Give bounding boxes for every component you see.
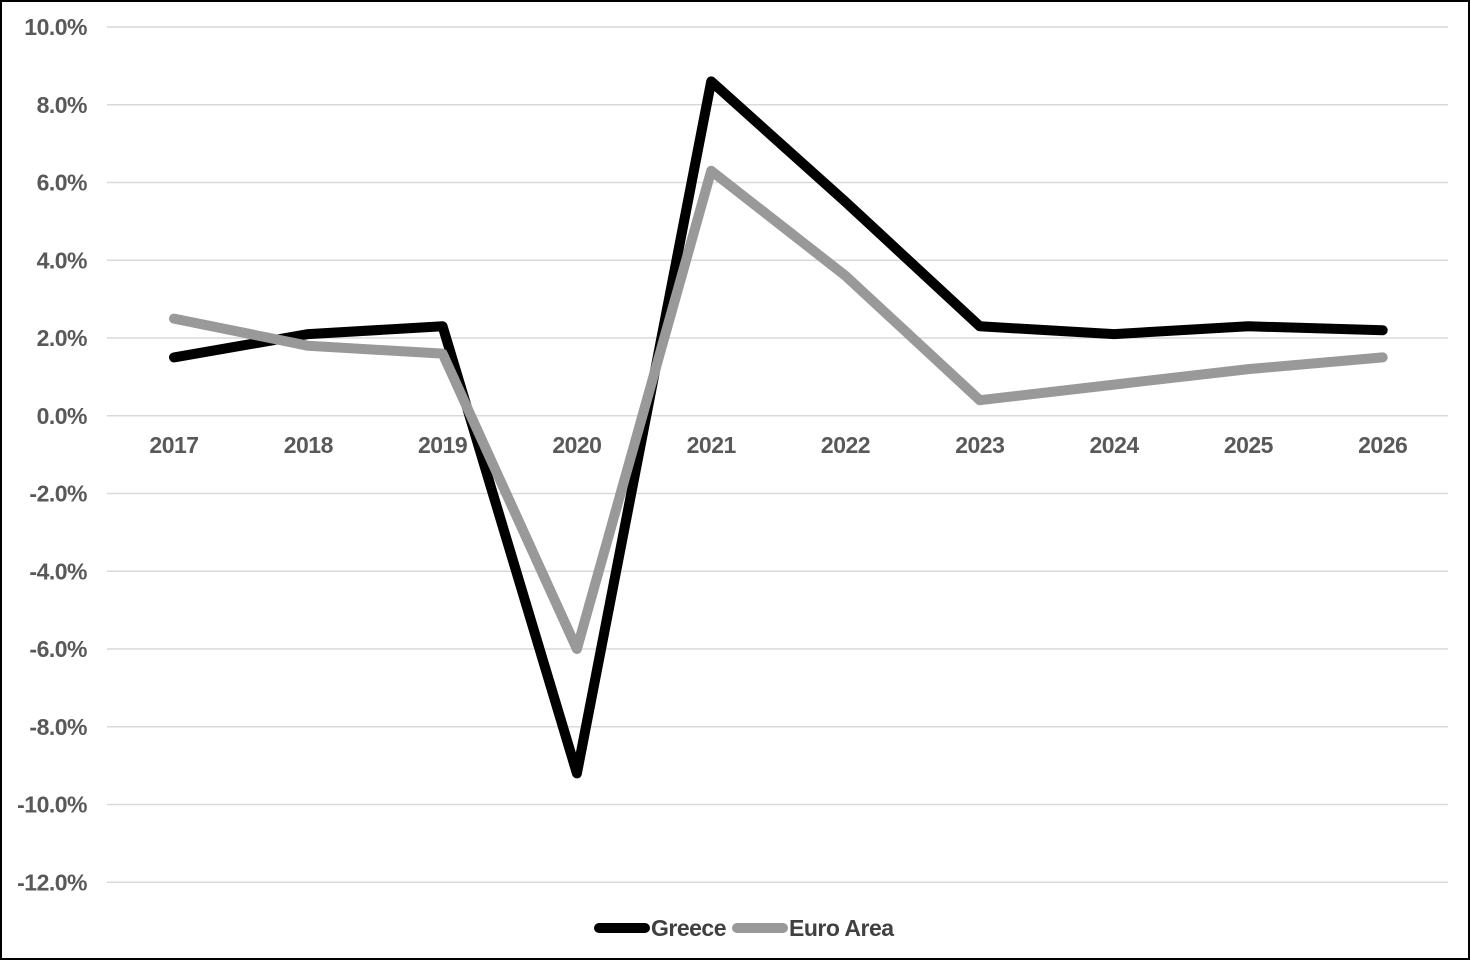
series-lines xyxy=(169,76,1388,779)
x-tick-label: 2022 xyxy=(821,432,870,458)
y-tick-label: -6.0% xyxy=(29,636,87,662)
euro-area-line xyxy=(169,165,1388,654)
x-tick-label: 2026 xyxy=(1358,432,1407,458)
x-axis-tick-labels: 2017 2018 2019 2020 2021 2022 2023 2024 2025 2026 xyxy=(149,432,1407,458)
legend-label: Euro Area xyxy=(789,915,894,941)
x-tick-label: 2025 xyxy=(1224,432,1274,458)
y-tick-label: 4.0% xyxy=(37,247,87,273)
y-tick-label: -4.0% xyxy=(29,558,87,584)
legend-label: Greece xyxy=(651,915,726,941)
x-tick-label: 2023 xyxy=(955,432,1004,458)
greece-line xyxy=(169,76,1388,779)
y-tick-label: 2.0% xyxy=(37,325,87,351)
x-tick-label: 2017 xyxy=(149,432,198,458)
y-tick-label: -8.0% xyxy=(29,714,87,740)
x-tick-label: 2019 xyxy=(418,432,467,458)
y-axis-tick-labels: 10.0% 8.0% 6.0% 4.0% 2.0% 0.0% -2.0% -4.0% -6.0%… xyxy=(17,14,87,895)
legend: Greece Euro Area xyxy=(594,915,895,941)
y-tick-label: 6.0% xyxy=(37,170,87,196)
x-tick-label: 2024 xyxy=(1090,432,1140,458)
y-tick-label: 0.0% xyxy=(37,403,87,429)
x-tick-label: 2020 xyxy=(552,432,601,458)
x-tick-label: 2018 xyxy=(284,432,334,458)
y-tick-label: 10.0% xyxy=(24,14,87,40)
x-tick-label: 2021 xyxy=(687,432,737,458)
y-tick-label: 8.0% xyxy=(37,92,87,118)
y-tick-label: -10.0% xyxy=(17,792,87,818)
y-tick-label: -12.0% xyxy=(17,869,87,895)
y-tick-label: -2.0% xyxy=(29,481,87,507)
gridlines xyxy=(107,26,1448,883)
